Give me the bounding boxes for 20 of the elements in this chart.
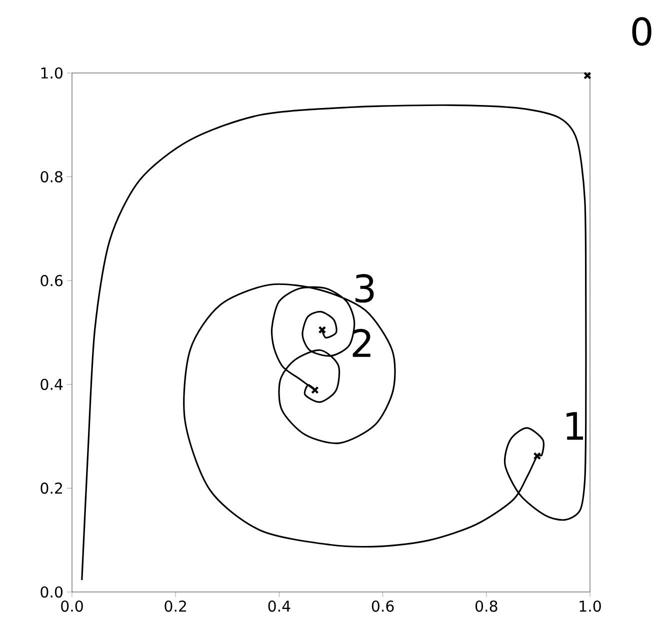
x-tick-label: 1.0 [580,600,601,612]
x-tick-label: 0.0 [61,600,83,612]
x-tick-label: 0.6 [372,600,394,612]
y-tick-label: 0.8 [40,171,62,182]
annotation: 1 [566,412,584,440]
annotation: 2 [352,328,370,357]
line-series [81,104,587,581]
text: 0 [632,17,652,46]
x-tick-label: 0.8 [476,600,498,612]
point [311,386,319,394]
annotation: 3 [356,274,374,303]
y-tick-label: 0.6 [40,274,63,286]
x-tick-label: 0.2 [164,600,186,612]
y-tick-label: 0.0 [40,586,62,598]
y-tick-label: 1.0 [41,67,62,79]
x-tick-label: 0.4 [268,600,290,612]
point [533,452,542,460]
y-tick-label: 0.2 [40,482,62,494]
y-tick-label: 0.4 [40,378,63,390]
point [584,72,592,80]
